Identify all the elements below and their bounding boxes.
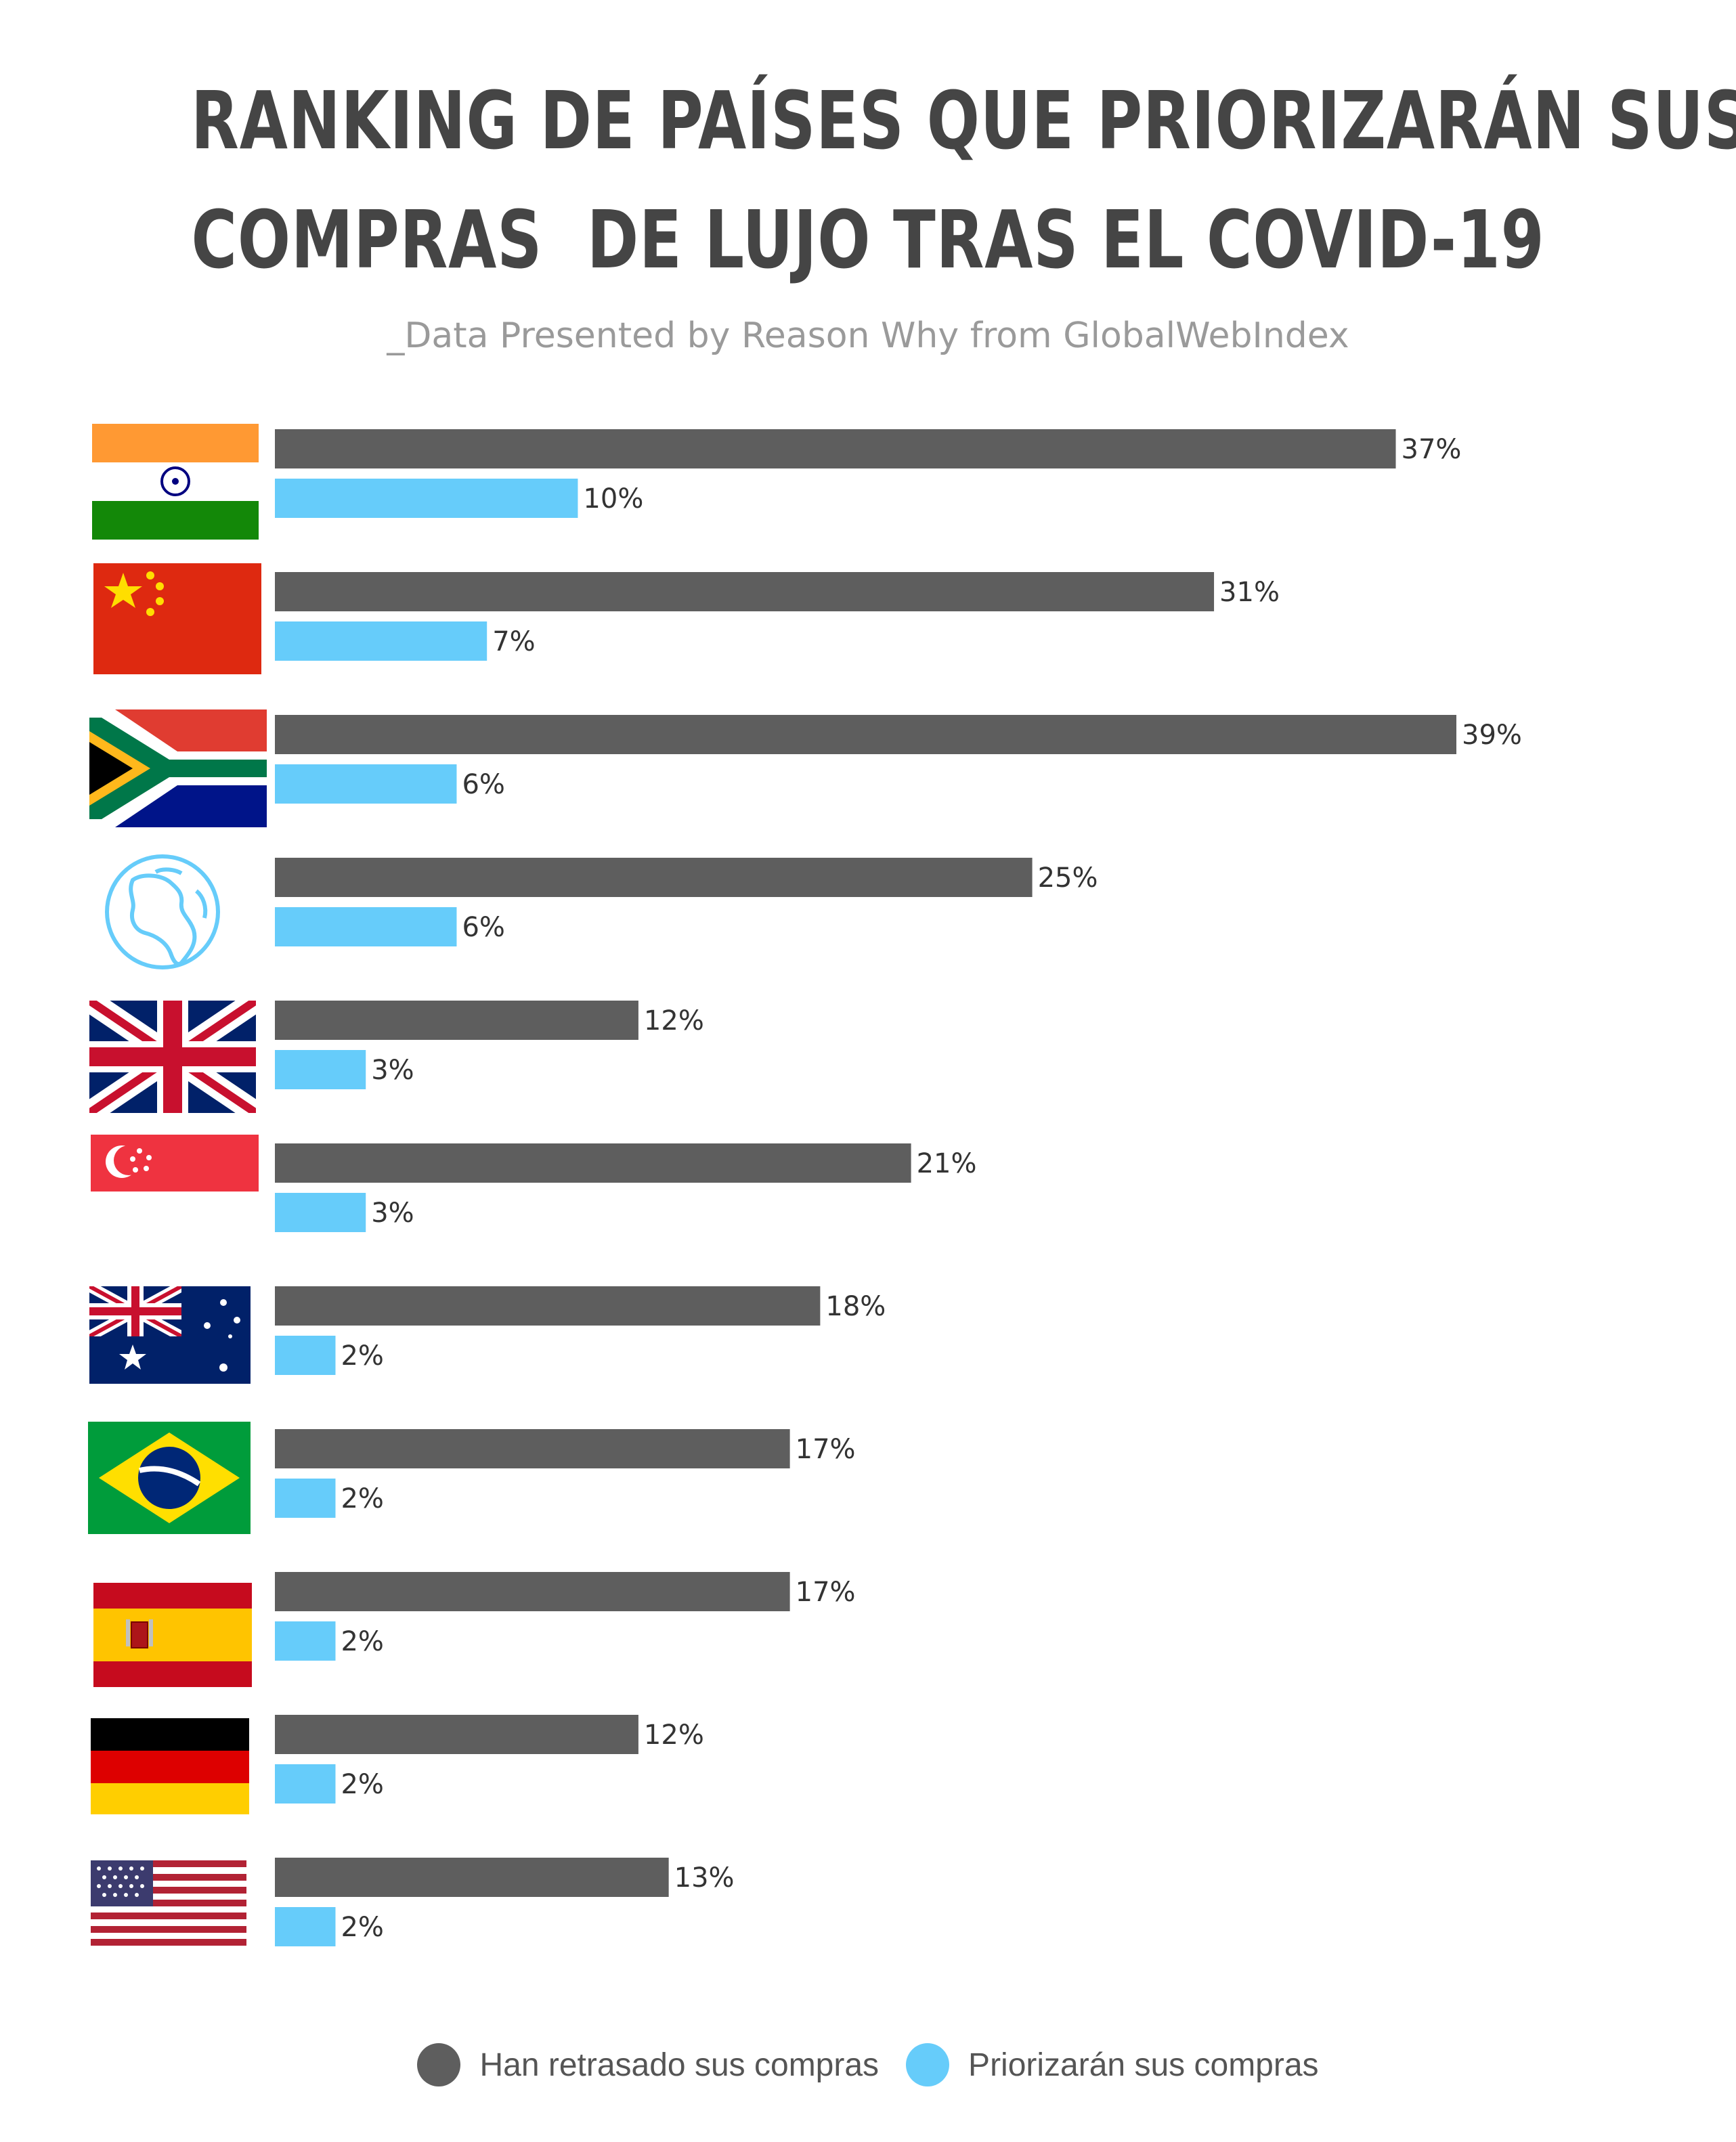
bar-label-prioritize-germany: 2%: [341, 1769, 383, 1800]
chart-subtitle: _Data Presented by Reason Why from Globa…: [387, 315, 1349, 356]
bar-prioritize-global: [275, 907, 457, 946]
legend-item-prioritize: Priorizarán sus compras: [906, 2043, 1319, 2086]
china-flag: [93, 563, 261, 674]
chart-title: RANKING DE PAÍSES QUE PRIORIZARÁN SUS CO…: [191, 61, 1736, 299]
bar-delayed-spain: [275, 1572, 790, 1611]
bar-prioritize-germany: [275, 1764, 336, 1804]
bar-prioritize-singapore: [275, 1193, 366, 1232]
singapore-flag: [91, 1135, 259, 1192]
chart-legend: Han retrasado sus compras Priorizarán su…: [0, 2043, 1736, 2086]
legend-swatch-delayed: [417, 2043, 461, 2086]
germany-flag: [91, 1718, 249, 1814]
bar-delayed-brazil: [275, 1429, 790, 1468]
bar-prioritize-australia: [275, 1336, 336, 1375]
bar-delayed-australia: [275, 1286, 821, 1326]
bar-delayed-south-africa: [275, 715, 1456, 754]
bar-label-prioritize-singapore: 3%: [371, 1198, 414, 1229]
bar-label-prioritize-united-kingdom: 3%: [371, 1055, 414, 1086]
bar-label-delayed-spain: 17%: [796, 1577, 856, 1608]
legend-label-delayed: Han retrasado sus compras: [479, 2047, 880, 2083]
legend-label-prioritize: Priorizarán sus compras: [968, 2047, 1319, 2083]
legend-swatch-prioritize: [906, 2043, 950, 2086]
spain-flag: [93, 1583, 252, 1687]
bar-label-prioritize-china: 7%: [492, 626, 535, 657]
bar-label-prioritize-india: 10%: [583, 483, 643, 515]
bar-label-delayed-australia: 18%: [825, 1291, 886, 1322]
bar-delayed-germany: [275, 1715, 638, 1754]
bar-delayed-singapore: [275, 1143, 911, 1183]
bar-prioritize-spain: [275, 1621, 336, 1661]
bar-prioritize-china: [275, 621, 487, 661]
bar-label-delayed-brazil: 17%: [796, 1434, 856, 1465]
bar-label-prioritize-global: 6%: [462, 912, 504, 943]
bar-label-delayed-united-states: 13%: [674, 1862, 735, 1894]
bar-label-delayed-china: 31%: [1219, 577, 1280, 608]
bar-delayed-india: [275, 429, 1396, 468]
legend-item-delayed: Han retrasado sus compras: [417, 2043, 879, 2086]
bar-label-prioritize-brazil: 2%: [341, 1483, 383, 1514]
bar-delayed-china: [275, 572, 1215, 611]
globe-icon: [105, 854, 220, 969]
bar-delayed-united-states: [275, 1858, 669, 1897]
bar-delayed-united-kingdom: [275, 1001, 638, 1040]
bar-label-prioritize-united-states: 2%: [341, 1912, 383, 1943]
chart-title-line-2: COMPRAS DE LUJO TRAS EL COVID-19: [191, 193, 1545, 286]
bar-prioritize-united-states: [275, 1907, 336, 1946]
brazil-flag: [88, 1422, 251, 1534]
bar-chart: 37% 10% 31% 7% 39% 6% 25% 6% 12% 3% 21% 3% 18% 2% 17% 2…: [88, 424, 1522, 1946]
usa-flag: [91, 1860, 246, 1946]
bar-label-delayed-india: 37%: [1402, 434, 1462, 465]
bar-label-delayed-singapore: 21%: [917, 1148, 977, 1179]
bar-prioritize-brazil: [275, 1479, 336, 1518]
bar-label-prioritize-south-africa: 6%: [462, 769, 504, 800]
bar-label-delayed-south-africa: 39%: [1462, 720, 1522, 751]
bar-label-prioritize-spain: 2%: [341, 1626, 383, 1657]
bar-prioritize-united-kingdom: [275, 1050, 366, 1089]
india-flag: [92, 424, 259, 540]
australia-flag: [89, 1286, 251, 1384]
bar-prioritize-india: [275, 479, 578, 518]
bars-group: 37% 10% 31% 7% 39% 6% 25% 6% 12% 3% 21% 3% 18% 2% 17% 2…: [275, 429, 1522, 1946]
south-africa-flag: [89, 709, 267, 827]
bar-delayed-global: [275, 858, 1033, 897]
bar-label-prioritize-australia: 2%: [341, 1340, 383, 1372]
bar-label-delayed-germany: 12%: [644, 1720, 704, 1751]
bar-label-delayed-united-kingdom: 12%: [644, 1005, 704, 1036]
bar-prioritize-south-africa: [275, 764, 457, 804]
uk-flag: [89, 1001, 256, 1113]
bar-label-delayed-global: 25%: [1038, 862, 1098, 894]
